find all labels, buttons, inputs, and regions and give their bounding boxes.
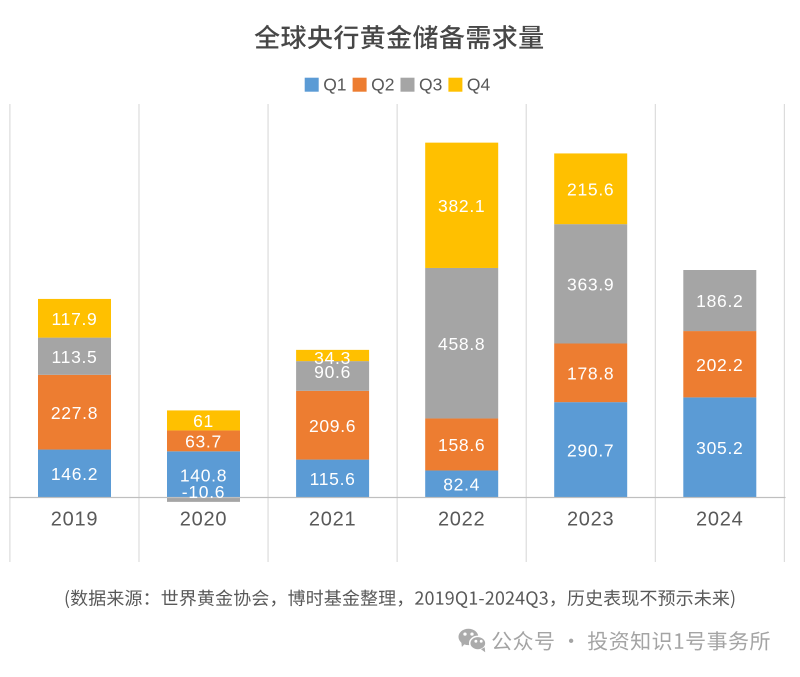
svg-text:34.3: 34.3 bbox=[314, 348, 351, 368]
svg-text:2020: 2020 bbox=[180, 508, 228, 530]
svg-text:-10.6: -10.6 bbox=[182, 482, 225, 502]
svg-text:215.6: 215.6 bbox=[567, 180, 614, 200]
svg-text:209.6: 209.6 bbox=[309, 416, 356, 436]
svg-text:63.7: 63.7 bbox=[185, 432, 222, 452]
svg-text:61: 61 bbox=[193, 411, 214, 431]
svg-text:2024: 2024 bbox=[696, 508, 744, 530]
svg-text:305.2: 305.2 bbox=[696, 438, 743, 458]
svg-text:2022: 2022 bbox=[438, 508, 486, 530]
svg-text:186.2: 186.2 bbox=[696, 291, 743, 311]
svg-text:2021: 2021 bbox=[309, 508, 357, 530]
svg-text:113.5: 113.5 bbox=[52, 347, 98, 367]
svg-text:458.8: 458.8 bbox=[438, 334, 485, 354]
svg-text:363.9: 363.9 bbox=[567, 275, 614, 295]
svg-text:Q2: Q2 bbox=[371, 75, 394, 95]
svg-text:382.1: 382.1 bbox=[438, 196, 485, 216]
svg-text:178.8: 178.8 bbox=[567, 364, 614, 384]
svg-text:227.8: 227.8 bbox=[51, 403, 98, 423]
svg-text:202.2: 202.2 bbox=[696, 355, 743, 375]
svg-text:Q4: Q4 bbox=[467, 75, 491, 95]
svg-text:140.8: 140.8 bbox=[180, 466, 227, 486]
svg-text:82.4: 82.4 bbox=[443, 475, 480, 495]
svg-text:115.6: 115.6 bbox=[310, 469, 356, 489]
svg-text:146.2: 146.2 bbox=[51, 464, 98, 484]
svg-text:90.6: 90.6 bbox=[314, 362, 351, 382]
svg-text:2023: 2023 bbox=[567, 508, 615, 530]
svg-text:158.6: 158.6 bbox=[438, 435, 485, 455]
svg-text:Q1: Q1 bbox=[323, 75, 346, 95]
svg-text:290.7: 290.7 bbox=[567, 441, 614, 461]
svg-text:Q3: Q3 bbox=[419, 75, 442, 95]
svg-text:117.9: 117.9 bbox=[52, 309, 98, 329]
svg-text:2019: 2019 bbox=[51, 508, 99, 530]
